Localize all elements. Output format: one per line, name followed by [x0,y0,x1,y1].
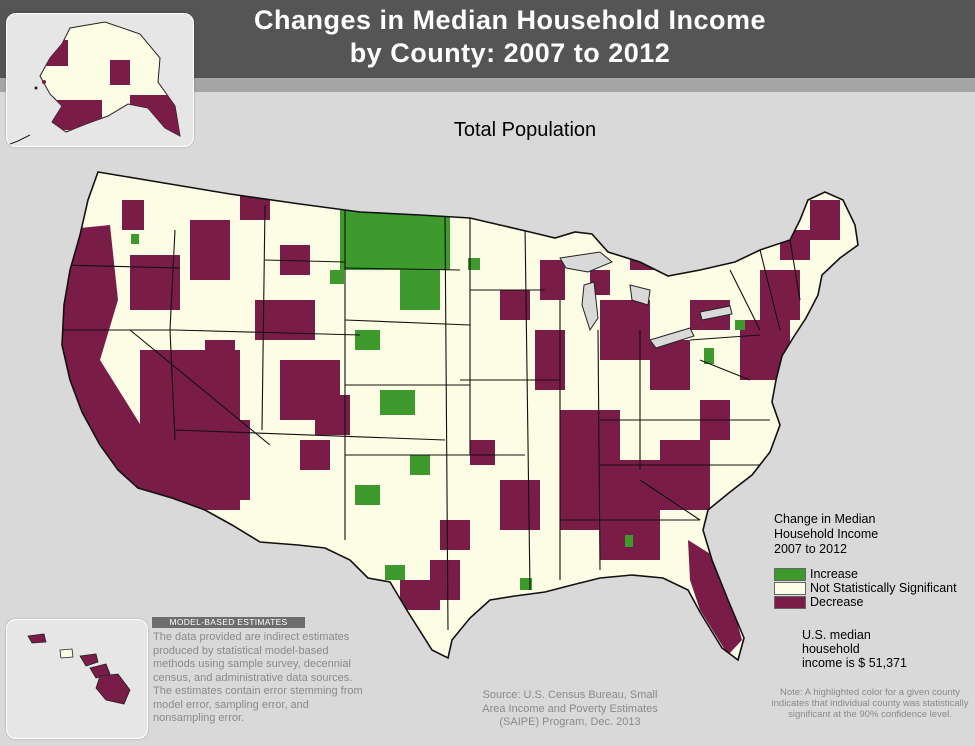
legend-swatch-not-significant [774,581,806,595]
legend-label-increase: Increase [810,567,858,581]
legend-title: Change in Median Household Income 2007 t… [774,512,974,557]
legend-item-increase: Increase [774,567,858,581]
map-subtitle: Total Population [453,119,597,141]
alaska-map [9,21,181,145]
legend-label-decrease: Decrease [810,595,864,609]
legend-swatch-increase [774,567,806,581]
us-median-line2: household [802,642,860,656]
map-title: Changes in Median Household Income by Co… [200,4,820,70]
legend-item-not-significant: Not Statistically Significant [774,581,957,595]
us-median-line1: U.S. median [802,628,871,642]
title-bar-stripe [0,78,975,92]
us-median-income: U.S. median household income is $ 51,371 [802,628,942,670]
legend-title-line2: Household Income [774,527,879,541]
source-note: Source: U.S. Census Bureau, Small Area I… [482,689,658,728]
map-title-line2: by County: 2007 to 2012 [349,38,671,68]
model-estimates-text: The data provided are indirect estimates… [153,631,363,724]
legend-title-line3: 2007 to 2012 [774,542,847,556]
significance-note: Note: A highlighted color for a given co… [771,687,969,720]
legend-label-not-significant: Not Statistically Significant [810,581,957,595]
legend-swatch-decrease [774,595,806,609]
legend-item-decrease: Decrease [774,595,864,609]
hawaii-map [27,633,131,705]
map-title-line1: Changes in Median Household Income [253,5,767,35]
legend-title-line1: Change in Median [774,512,876,526]
model-estimates-heading: MODEL-BASED ESTIMATES [152,617,305,628]
contiguous-us-map [61,171,859,662]
us-median-line3: income is $ 51,371 [802,656,907,670]
